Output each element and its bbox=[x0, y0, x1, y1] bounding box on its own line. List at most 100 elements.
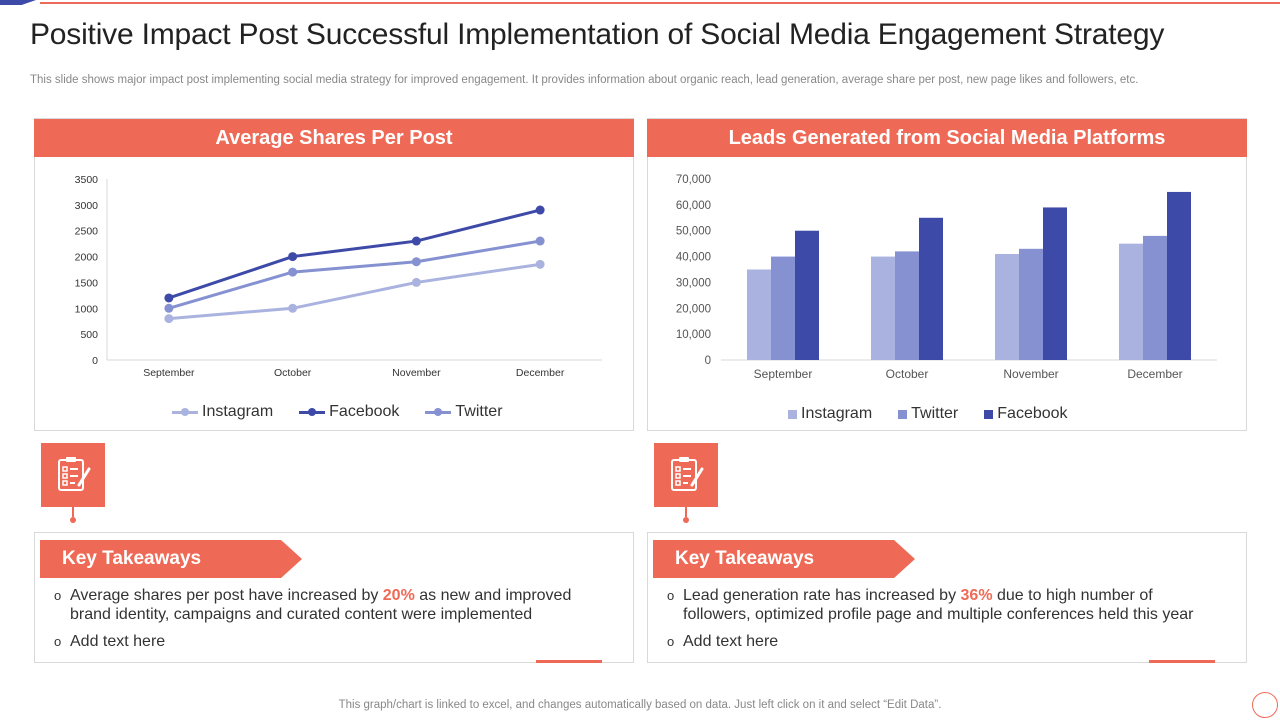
leads-bar-chart[interactable]: 0 10,000 20,000 30,000 40,000 50,000 60,000 70,… bbox=[647, 160, 1247, 400]
takeaway-text: Average shares per post have increased b… bbox=[70, 587, 383, 604]
legend-label-facebook: Facebook bbox=[997, 405, 1068, 422]
corner-circle-icon bbox=[1252, 692, 1278, 718]
right-takeaways-list: o Lead generation rate has increased by … bbox=[653, 586, 1223, 659]
legend-label-instagram: Instagram bbox=[801, 405, 873, 422]
icon-connector-dot bbox=[70, 517, 76, 523]
list-item: o Add text here bbox=[653, 632, 1223, 651]
data-point-facebook bbox=[411, 236, 421, 246]
list-item: o Average shares per post have increased… bbox=[40, 586, 600, 624]
list-item: o Lead generation rate has increased by … bbox=[653, 586, 1223, 624]
slide-title: Positive Impact Post Successful Implemen… bbox=[30, 18, 1165, 51]
icon-connector bbox=[72, 507, 74, 517]
x-tick-label: September bbox=[143, 367, 195, 379]
legend-item-facebook: Facebook bbox=[299, 403, 399, 421]
legend-swatch-twitter bbox=[425, 407, 452, 416]
legend-item-facebook: Facebook bbox=[984, 405, 1068, 423]
bar-twitter bbox=[1019, 248, 1043, 360]
takeaway-text-cont: due to high number of followers, optimiz… bbox=[683, 587, 1194, 623]
x-tick-label: December bbox=[516, 367, 565, 379]
leads-chart-header: Leads Generated from Social Media Platfo… bbox=[647, 119, 1247, 157]
leads-chart-legend: Instagram Twitter Facebook bbox=[788, 405, 1094, 423]
footer-note: This graph/chart is linked to excel, and… bbox=[338, 699, 942, 711]
bullet-icon: o bbox=[54, 634, 62, 649]
icon-connector bbox=[685, 507, 687, 517]
takeaway-text: Lead generation rate has increased by bbox=[683, 587, 961, 604]
legend-swatch-facebook bbox=[984, 409, 994, 419]
shares-chart-header: Average Shares Per Post bbox=[34, 119, 634, 157]
right-takeaways-accent bbox=[1149, 660, 1215, 663]
takeaway-text-cont: as new and improved brand identity, camp… bbox=[70, 587, 572, 623]
left-takeaways-list: o Average shares per post have increased… bbox=[40, 586, 600, 659]
data-point-facebook bbox=[164, 293, 174, 303]
x-tick-label: September bbox=[754, 367, 813, 381]
y-tick-label: 0 bbox=[92, 355, 98, 367]
x-tick-label: October bbox=[886, 367, 929, 381]
legend-swatch-instagram bbox=[788, 409, 797, 419]
x-tick-label: October bbox=[274, 367, 312, 379]
y-tick-label: 40,000 bbox=[676, 252, 711, 264]
bar-facebook bbox=[795, 230, 819, 360]
data-point-instagram bbox=[164, 314, 174, 324]
bar-twitter bbox=[771, 256, 795, 360]
clipboard-icon-graphic bbox=[58, 457, 91, 491]
shares-chart-panel[interactable] bbox=[34, 118, 634, 431]
legend-item-instagram: Instagram bbox=[172, 403, 273, 421]
x-tick-label: November bbox=[1003, 367, 1058, 381]
x-tick-label: December bbox=[1127, 367, 1182, 381]
bar-facebook bbox=[919, 217, 943, 360]
bar-instagram bbox=[747, 269, 771, 360]
bar-instagram bbox=[1119, 243, 1143, 360]
y-tick-label: 2000 bbox=[75, 252, 99, 264]
bullet-icon: o bbox=[54, 588, 62, 603]
bar-facebook bbox=[1167, 191, 1191, 360]
data-point-twitter bbox=[535, 236, 545, 246]
clipboard-checklist-icon bbox=[654, 443, 718, 507]
bar-instagram bbox=[871, 256, 895, 360]
legend-swatch-instagram bbox=[172, 407, 198, 416]
takeaway-highlight: 36% bbox=[960, 587, 993, 604]
legend-item-instagram: Instagram bbox=[788, 405, 872, 423]
legend-label-twitter: Twitter bbox=[455, 403, 503, 420]
y-tick-label: 2500 bbox=[75, 226, 99, 238]
takeaway-placeholder[interactable]: Add text here bbox=[70, 633, 166, 650]
bullet-icon: o bbox=[667, 634, 675, 649]
bar-facebook bbox=[1043, 207, 1067, 360]
series-line-facebook bbox=[168, 208, 541, 300]
y-tick-label: 1500 bbox=[75, 277, 99, 289]
data-point-facebook bbox=[288, 252, 298, 262]
legend-label-facebook: Facebook bbox=[329, 403, 400, 420]
bullet-icon: o bbox=[667, 588, 675, 603]
legend-item-twitter: Twitter bbox=[898, 405, 958, 423]
right-takeaways-banner: Key Takeaways bbox=[653, 540, 915, 578]
legend-label-instagram: Instagram bbox=[202, 403, 274, 420]
y-tick-label: 500 bbox=[80, 329, 98, 341]
takeaway-placeholder[interactable]: Add text here bbox=[683, 633, 779, 650]
shares-chart-legend: Instagram Facebook Twitter bbox=[172, 403, 529, 421]
legend-swatch-twitter bbox=[898, 409, 908, 419]
y-tick-label: 1000 bbox=[75, 303, 99, 315]
bar-twitter bbox=[895, 251, 919, 360]
takeaway-highlight: 20% bbox=[382, 587, 415, 604]
slide-subtitle: This slide shows major impact post imple… bbox=[30, 74, 1139, 86]
icon-connector-dot bbox=[683, 517, 689, 523]
data-point-twitter bbox=[164, 303, 174, 313]
clipboard-checklist-icon bbox=[41, 443, 105, 507]
y-tick-label: 3500 bbox=[75, 174, 99, 186]
clipboard-icon-graphic bbox=[671, 457, 704, 491]
y-tick-label: 50,000 bbox=[676, 226, 711, 238]
legend-swatch-facebook bbox=[299, 407, 326, 416]
data-point-facebook bbox=[535, 205, 545, 215]
data-point-instagram bbox=[288, 303, 298, 313]
y-tick-label: 60,000 bbox=[676, 200, 711, 212]
y-tick-label: 20,000 bbox=[676, 303, 711, 315]
data-point-twitter bbox=[288, 267, 298, 277]
y-tick-label: 3000 bbox=[75, 200, 99, 212]
shares-line-chart[interactable]: 0 500 1000 1500 2000 2500 3000 3500 September Oct… bbox=[34, 160, 634, 400]
y-tick-label: 10,000 bbox=[676, 329, 711, 341]
legend-item-twitter: Twitter bbox=[425, 403, 503, 421]
x-tick-label: November bbox=[392, 367, 441, 379]
data-point-instagram bbox=[535, 259, 545, 269]
list-item: o Add text here bbox=[40, 632, 600, 651]
y-tick-label: 0 bbox=[705, 355, 711, 367]
data-point-instagram bbox=[411, 277, 421, 287]
